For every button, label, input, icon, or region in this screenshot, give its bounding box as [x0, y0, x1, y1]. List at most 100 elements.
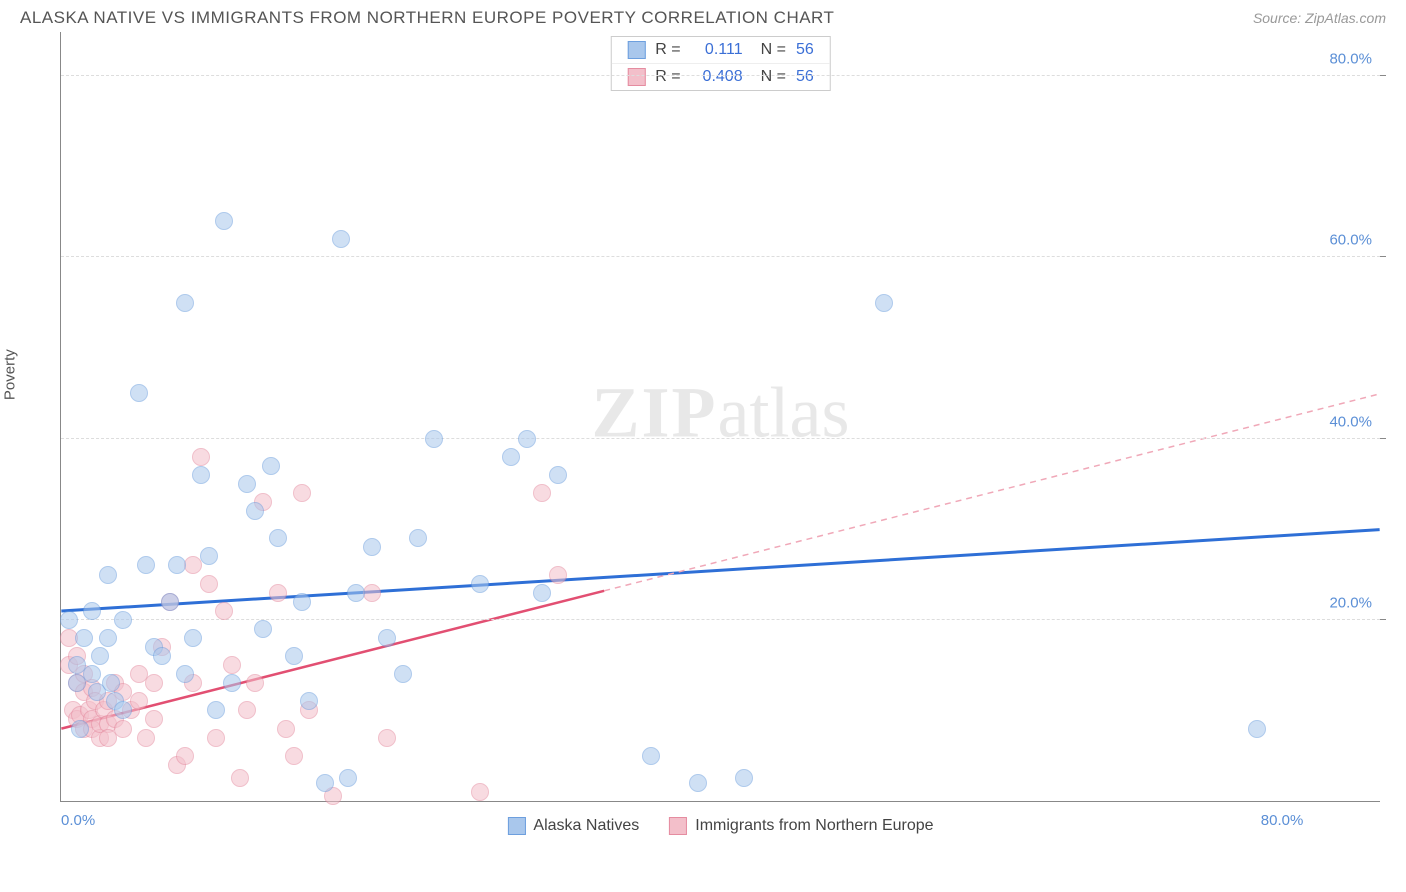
n-label: N = — [761, 41, 786, 59]
data-point-alaska — [114, 611, 132, 629]
data-point-alaska — [102, 674, 120, 692]
data-point-alaska — [130, 384, 148, 402]
n-value-alaska: 56 — [796, 41, 814, 59]
data-point-immigrants — [533, 484, 551, 502]
source-prefix: Source: — [1253, 10, 1305, 26]
n-label: N = — [761, 68, 786, 86]
data-point-immigrants — [137, 729, 155, 747]
data-point-immigrants — [130, 692, 148, 710]
y-tick-label: 80.0% — [1329, 51, 1372, 68]
data-point-alaska — [153, 647, 171, 665]
data-point-alaska — [394, 665, 412, 683]
y-tick-label: 40.0% — [1329, 413, 1372, 430]
data-point-immigrants — [293, 484, 311, 502]
plot-area: ZIPatlas R = 0.111 N = 56 R = 0.408 N = … — [60, 32, 1380, 802]
data-point-immigrants — [215, 602, 233, 620]
x-tick-label: 80.0% — [1261, 812, 1304, 829]
stats-legend-box: R = 0.111 N = 56 R = 0.408 N = 56 — [610, 36, 830, 91]
source-name: ZipAtlas.com — [1305, 10, 1386, 26]
legend-swatch-alaska — [507, 817, 525, 835]
source-attribution: Source: ZipAtlas.com — [1253, 10, 1386, 26]
watermark-atlas: atlas — [718, 372, 850, 452]
r-value-immigrants: 0.408 — [691, 68, 743, 86]
data-point-alaska — [60, 611, 78, 629]
data-point-alaska — [207, 701, 225, 719]
data-point-alaska — [176, 294, 194, 312]
y-tick-mark — [1380, 75, 1386, 76]
data-point-alaska — [347, 584, 365, 602]
data-point-alaska — [316, 774, 334, 792]
data-point-alaska — [254, 620, 272, 638]
data-point-immigrants — [145, 710, 163, 728]
data-point-immigrants — [363, 584, 381, 602]
y-tick-mark — [1380, 438, 1386, 439]
data-point-alaska — [99, 566, 117, 584]
data-point-alaska — [262, 457, 280, 475]
y-tick-mark — [1380, 619, 1386, 620]
data-point-alaska — [71, 720, 89, 738]
data-point-alaska — [1248, 720, 1266, 738]
chart-container: Poverty ZIPatlas R = 0.111 N = 56 R = 0.… — [40, 32, 1386, 802]
data-point-alaska — [875, 294, 893, 312]
data-point-alaska — [533, 584, 551, 602]
r-label: R = — [655, 68, 680, 86]
data-point-immigrants — [114, 720, 132, 738]
data-point-alaska — [137, 556, 155, 574]
data-point-alaska — [689, 774, 707, 792]
data-point-alaska — [378, 629, 396, 647]
data-point-alaska — [285, 647, 303, 665]
data-point-alaska — [246, 502, 264, 520]
data-point-alaska — [215, 212, 233, 230]
data-point-alaska — [642, 747, 660, 765]
data-point-immigrants — [207, 729, 225, 747]
data-point-immigrants — [549, 566, 567, 584]
data-point-alaska — [223, 674, 241, 692]
data-point-alaska — [425, 430, 443, 448]
data-point-immigrants — [246, 674, 264, 692]
stats-row-alaska: R = 0.111 N = 56 — [611, 37, 829, 63]
data-point-alaska — [502, 448, 520, 466]
data-point-alaska — [409, 529, 427, 547]
data-point-immigrants — [269, 584, 287, 602]
x-tick-label: 0.0% — [61, 812, 95, 829]
data-point-alaska — [114, 701, 132, 719]
data-point-alaska — [168, 556, 186, 574]
bottom-legend: Alaska Natives Immigrants from Northern … — [507, 817, 933, 835]
n-value-immigrants: 56 — [796, 68, 814, 86]
y-tick-label: 60.0% — [1329, 232, 1372, 249]
data-point-alaska — [471, 575, 489, 593]
data-point-alaska — [518, 430, 536, 448]
r-label: R = — [655, 41, 680, 59]
data-point-alaska — [176, 665, 194, 683]
data-point-alaska — [332, 230, 350, 248]
y-tick-mark — [1380, 256, 1386, 257]
data-point-alaska — [200, 547, 218, 565]
data-point-alaska — [91, 647, 109, 665]
chart-header: ALASKA NATIVE VS IMMIGRANTS FROM NORTHER… — [0, 0, 1406, 32]
data-point-alaska — [238, 475, 256, 493]
data-point-immigrants — [378, 729, 396, 747]
r-value-alaska: 0.111 — [691, 41, 743, 59]
legend-swatch-immigrants — [669, 817, 687, 835]
data-point-alaska — [161, 593, 179, 611]
data-point-alaska — [75, 629, 93, 647]
data-point-alaska — [735, 769, 753, 787]
data-point-alaska — [192, 466, 210, 484]
legend-label-immigrants: Immigrants from Northern Europe — [695, 817, 933, 835]
data-point-alaska — [269, 529, 287, 547]
y-axis-label: Poverty — [2, 349, 19, 400]
data-point-alaska — [83, 665, 101, 683]
gridline — [61, 256, 1380, 257]
data-point-alaska — [83, 602, 101, 620]
stats-row-immigrants: R = 0.408 N = 56 — [611, 63, 829, 90]
data-point-alaska — [184, 629, 202, 647]
data-point-immigrants — [471, 783, 489, 801]
watermark: ZIPatlas — [592, 371, 850, 454]
data-point-immigrants — [277, 720, 295, 738]
swatch-immigrants — [627, 68, 645, 86]
data-point-alaska — [549, 466, 567, 484]
chart-title: ALASKA NATIVE VS IMMIGRANTS FROM NORTHER… — [20, 8, 834, 28]
data-point-alaska — [363, 538, 381, 556]
data-point-alaska — [293, 593, 311, 611]
data-point-alaska — [339, 769, 357, 787]
